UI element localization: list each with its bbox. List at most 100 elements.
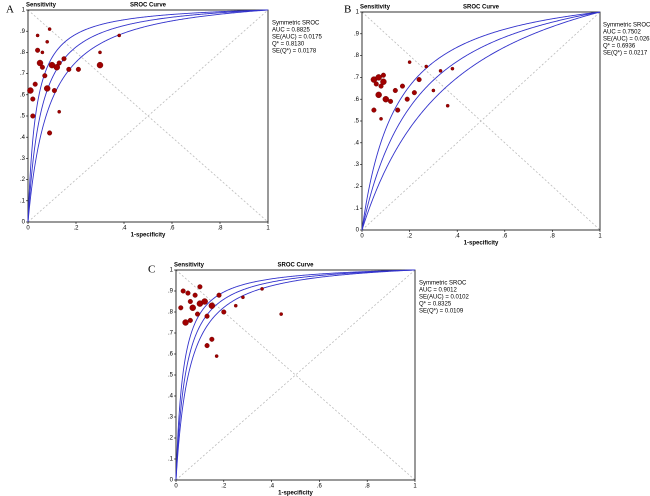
y-tick-label: .9 (20, 29, 26, 35)
y-axis-label: Sensitivity (26, 3, 57, 9)
study-point (221, 309, 227, 315)
y-tick-label: .7 (20, 71, 26, 77)
y-tick-label: .5 (354, 119, 360, 125)
stat-label: SE(Q*) = 0.0217 (603, 51, 648, 57)
study-point (44, 85, 51, 92)
study-point (195, 311, 201, 317)
study-point (399, 83, 405, 89)
study-point (187, 299, 193, 305)
study-point (36, 59, 44, 67)
x-axis-label: 1-specificity (278, 491, 313, 496)
sroc-curve (361, 11, 601, 231)
study-point (98, 50, 102, 55)
study-point (61, 56, 67, 62)
x-tick-label: .2 (407, 234, 413, 240)
study-point (214, 354, 219, 358)
x-tick-label: .4 (121, 226, 127, 232)
sroc-curve (175, 269, 416, 480)
study-point (382, 95, 389, 103)
study-point (438, 69, 443, 73)
study-point (204, 313, 210, 319)
x-tick-label: 1 (598, 234, 602, 240)
x-axis-label: 1-specificity (131, 233, 166, 239)
study-point (392, 87, 398, 93)
y-axis-label: Sensitivity (174, 263, 205, 269)
study-point (411, 90, 417, 96)
x-tick-label: 1 (266, 226, 270, 232)
study-point (380, 78, 387, 85)
y-tick-label: .4 (354, 140, 360, 146)
study-point (431, 88, 436, 93)
y-tick-label: 0 (170, 478, 174, 484)
study-point (42, 73, 48, 79)
x-tick-label: 0 (174, 484, 178, 490)
y-tick-label: .4 (168, 394, 174, 400)
panel-label: B (344, 4, 351, 16)
study-point (47, 27, 52, 31)
diagonal (27, 9, 269, 223)
y-tick-label: 0 (22, 220, 26, 226)
study-point (96, 61, 104, 69)
stat-label: Q* = 0.8130 (272, 42, 305, 48)
study-point (375, 91, 382, 99)
y-tick-label: .5 (20, 114, 26, 120)
chart-title: SROC Curve (277, 263, 314, 269)
stat-label: Q* = 0.8325 (419, 302, 452, 308)
x-tick-label: .8 (217, 226, 223, 232)
y-axis-label: Sensitivity (360, 5, 391, 11)
study-point (424, 64, 429, 69)
stat-label: AUC = 0.8825 (272, 28, 311, 34)
study-point (75, 66, 81, 72)
study-point (30, 113, 36, 119)
stat-label: AUC = 0.9012 (419, 288, 458, 294)
study-point (375, 74, 382, 81)
y-tick-label: .5 (168, 373, 174, 379)
sroc-curve (361, 11, 601, 231)
study-point (216, 292, 222, 298)
y-tick-label: .6 (354, 97, 360, 103)
study-point (117, 33, 121, 38)
y-tick-label: 1 (170, 268, 174, 274)
y-tick-label: .1 (354, 206, 360, 212)
x-tick-label: .8 (550, 234, 556, 240)
sroc-curve (27, 9, 269, 222)
y-tick-label: .4 (20, 135, 26, 141)
x-tick-label: .4 (269, 484, 275, 490)
study-point (380, 72, 386, 78)
study-point (178, 305, 184, 311)
y-tick-label: .8 (354, 53, 360, 59)
stat-label: Q* = 0.6936 (603, 44, 636, 50)
y-tick-label: .1 (168, 457, 174, 463)
y-tick-label: .2 (168, 436, 174, 442)
stat-label: SE(Q*) = 0.0178 (272, 49, 317, 55)
study-point (379, 117, 383, 121)
sroc-curve (27, 9, 269, 222)
study-point (407, 60, 412, 64)
x-tick-label: .6 (502, 234, 508, 240)
x-tick-label: 0 (360, 234, 364, 240)
x-tick-label: .4 (455, 234, 461, 240)
study-point (66, 66, 72, 72)
study-point (279, 312, 283, 316)
study-point (53, 64, 60, 71)
x-axis-label: 1-specificity (464, 241, 499, 247)
study-point (450, 66, 455, 71)
y-tick-label: .9 (354, 31, 360, 37)
study-point (208, 302, 216, 309)
study-point (192, 292, 198, 298)
x-tick-label: .8 (365, 484, 371, 490)
legend-title: Symmetric SROC (603, 23, 650, 29)
y-tick-label: .8 (20, 50, 26, 56)
x-tick-label: .2 (221, 484, 227, 490)
study-point (185, 290, 191, 296)
y-tick-label: 1 (22, 8, 26, 14)
study-point (189, 304, 196, 311)
study-point (197, 284, 203, 290)
chart-title: SROC Curve (463, 5, 500, 11)
sroc-curve (27, 9, 269, 222)
y-tick-label: .9 (168, 289, 174, 295)
stat-label: SE(AUC) = 0.0263 (603, 37, 650, 43)
study-point (56, 60, 62, 66)
study-point (30, 96, 36, 102)
